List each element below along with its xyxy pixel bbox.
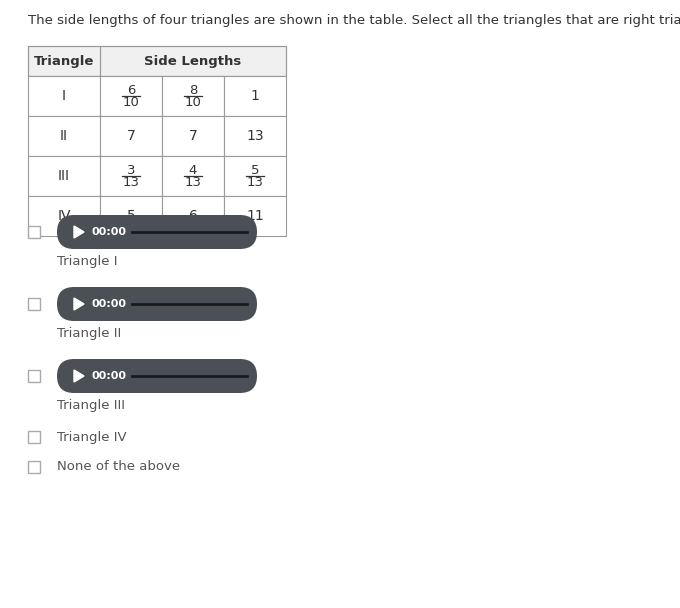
Bar: [100, 196, 162, 236]
Text: 13: 13: [246, 176, 264, 190]
Text: 10: 10: [122, 97, 139, 109]
Bar: [28, 116, 100, 156]
Text: 6: 6: [188, 209, 197, 223]
Bar: [28, 156, 100, 196]
Bar: [224, 76, 286, 116]
Polygon shape: [74, 298, 84, 310]
Text: 7: 7: [126, 129, 135, 143]
Text: 6: 6: [126, 83, 135, 97]
Text: 00:00: 00:00: [92, 299, 127, 309]
Bar: [224, 156, 286, 196]
Text: 00:00: 00:00: [92, 227, 127, 237]
Bar: [28, 226, 40, 238]
Text: 4: 4: [189, 164, 197, 176]
Text: Triangle II: Triangle II: [57, 327, 121, 340]
Bar: [28, 76, 100, 116]
Text: 1: 1: [250, 89, 260, 103]
Text: Triangle III: Triangle III: [57, 399, 125, 412]
Bar: [28, 431, 40, 443]
Bar: [100, 156, 162, 196]
Text: 13: 13: [246, 129, 264, 143]
Bar: [162, 76, 224, 116]
Bar: [224, 116, 286, 156]
Bar: [28, 298, 40, 310]
Polygon shape: [74, 226, 84, 238]
Text: IV: IV: [57, 209, 71, 223]
Bar: [162, 196, 224, 236]
Text: 10: 10: [184, 97, 201, 109]
Bar: [162, 156, 224, 196]
Text: 13: 13: [184, 176, 201, 190]
Polygon shape: [74, 370, 84, 382]
Text: Triangle I: Triangle I: [57, 255, 118, 268]
Text: II: II: [60, 129, 68, 143]
Text: 8: 8: [189, 83, 197, 97]
Text: None of the above: None of the above: [57, 460, 180, 474]
Bar: [28, 370, 40, 382]
Bar: [28, 46, 100, 76]
Text: 11: 11: [246, 209, 264, 223]
Text: 5: 5: [251, 164, 259, 176]
Text: Triangle: Triangle: [34, 55, 95, 67]
Bar: [28, 196, 100, 236]
Bar: [224, 196, 286, 236]
Text: The side lengths of four triangles are shown in the table. Select all the triang: The side lengths of four triangles are s…: [28, 14, 680, 27]
Bar: [28, 461, 40, 473]
Text: 3: 3: [126, 164, 135, 176]
Text: Triangle IV: Triangle IV: [57, 430, 126, 443]
Bar: [162, 116, 224, 156]
Text: Side Lengths: Side Lengths: [144, 55, 241, 67]
Text: 7: 7: [188, 129, 197, 143]
Text: I: I: [62, 89, 66, 103]
Text: 13: 13: [122, 176, 139, 190]
Text: 00:00: 00:00: [92, 371, 127, 381]
Bar: [28, 46, 286, 76]
Text: 5: 5: [126, 209, 135, 223]
FancyBboxPatch shape: [57, 359, 257, 393]
Text: III: III: [58, 169, 70, 183]
Bar: [100, 76, 162, 116]
Bar: [100, 46, 286, 76]
FancyBboxPatch shape: [57, 215, 257, 249]
FancyBboxPatch shape: [57, 287, 257, 321]
Bar: [100, 116, 162, 156]
